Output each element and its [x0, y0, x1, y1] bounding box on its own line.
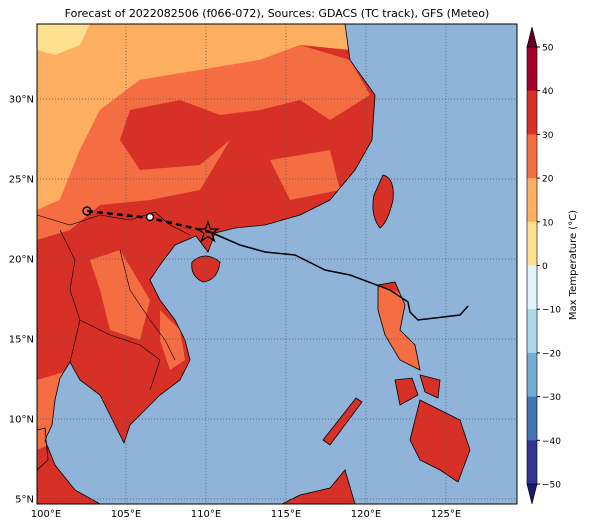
colorbar-tick-label: −30	[542, 393, 561, 403]
colorbar-segment	[527, 440, 537, 485]
colorbar-segment	[527, 134, 537, 179]
lon-label: 110°E	[191, 509, 221, 520]
colorbar-tick-label: 20	[542, 175, 554, 185]
lon-label: 100°E	[31, 509, 61, 520]
graticule	[37, 24, 517, 504]
colorbar-segment	[527, 221, 537, 266]
lat-label: 30°N	[9, 95, 34, 106]
storm-position	[196, 220, 220, 243]
colorbar-segment	[527, 90, 537, 135]
lat-label: 5°N	[15, 495, 34, 506]
colorbar-tick-label: −10	[542, 306, 561, 316]
colorbar-tick-label: 0	[542, 262, 548, 272]
colorbar: 50 40 30 20 10 0 −10 −20 −30 −40 −50 Max Temperatur…	[526, 26, 579, 505]
lat-label: 25°N	[9, 175, 34, 186]
colorbar-tick-label: 30	[542, 131, 554, 141]
colorbar-extend	[526, 483, 538, 505]
track-point	[145, 212, 155, 222]
colorbar-extend	[526, 26, 538, 48]
colorbar-tick-label: −20	[542, 349, 561, 359]
colorbar-tick-label: 50	[542, 44, 554, 54]
lon-label: 120°E	[351, 509, 381, 520]
colorbar-segment	[527, 47, 537, 91]
lat-label: 10°N	[9, 415, 34, 426]
lon-label: 115°E	[271, 509, 301, 520]
colorbar-tick-label: 40	[542, 87, 554, 97]
lat-label: 20°N	[9, 255, 34, 266]
colorbar-tick-label: −40	[542, 437, 561, 447]
lon-label: 105°E	[111, 509, 141, 520]
colorbar-segment	[527, 396, 537, 441]
colorbar-segment	[527, 309, 537, 354]
borders	[36, 211, 191, 391]
lat-label: 15°N	[9, 335, 34, 346]
colorbar-tick-label: −50	[542, 481, 561, 491]
colorbar-tick-label: 10	[542, 218, 554, 228]
map-frame	[36, 23, 518, 505]
lon-label: 125°E	[431, 509, 461, 520]
title: Forecast of 2022082506 (f066-072), Sourc…	[65, 7, 490, 20]
track-point	[82, 206, 92, 216]
colorbar-segment	[527, 178, 537, 223]
forecast-track	[209, 231, 469, 321]
colorbar-segment	[527, 352, 537, 397]
colorbar-segment	[527, 265, 537, 310]
colorbar-label: Max Temperature (°C)	[568, 210, 579, 320]
